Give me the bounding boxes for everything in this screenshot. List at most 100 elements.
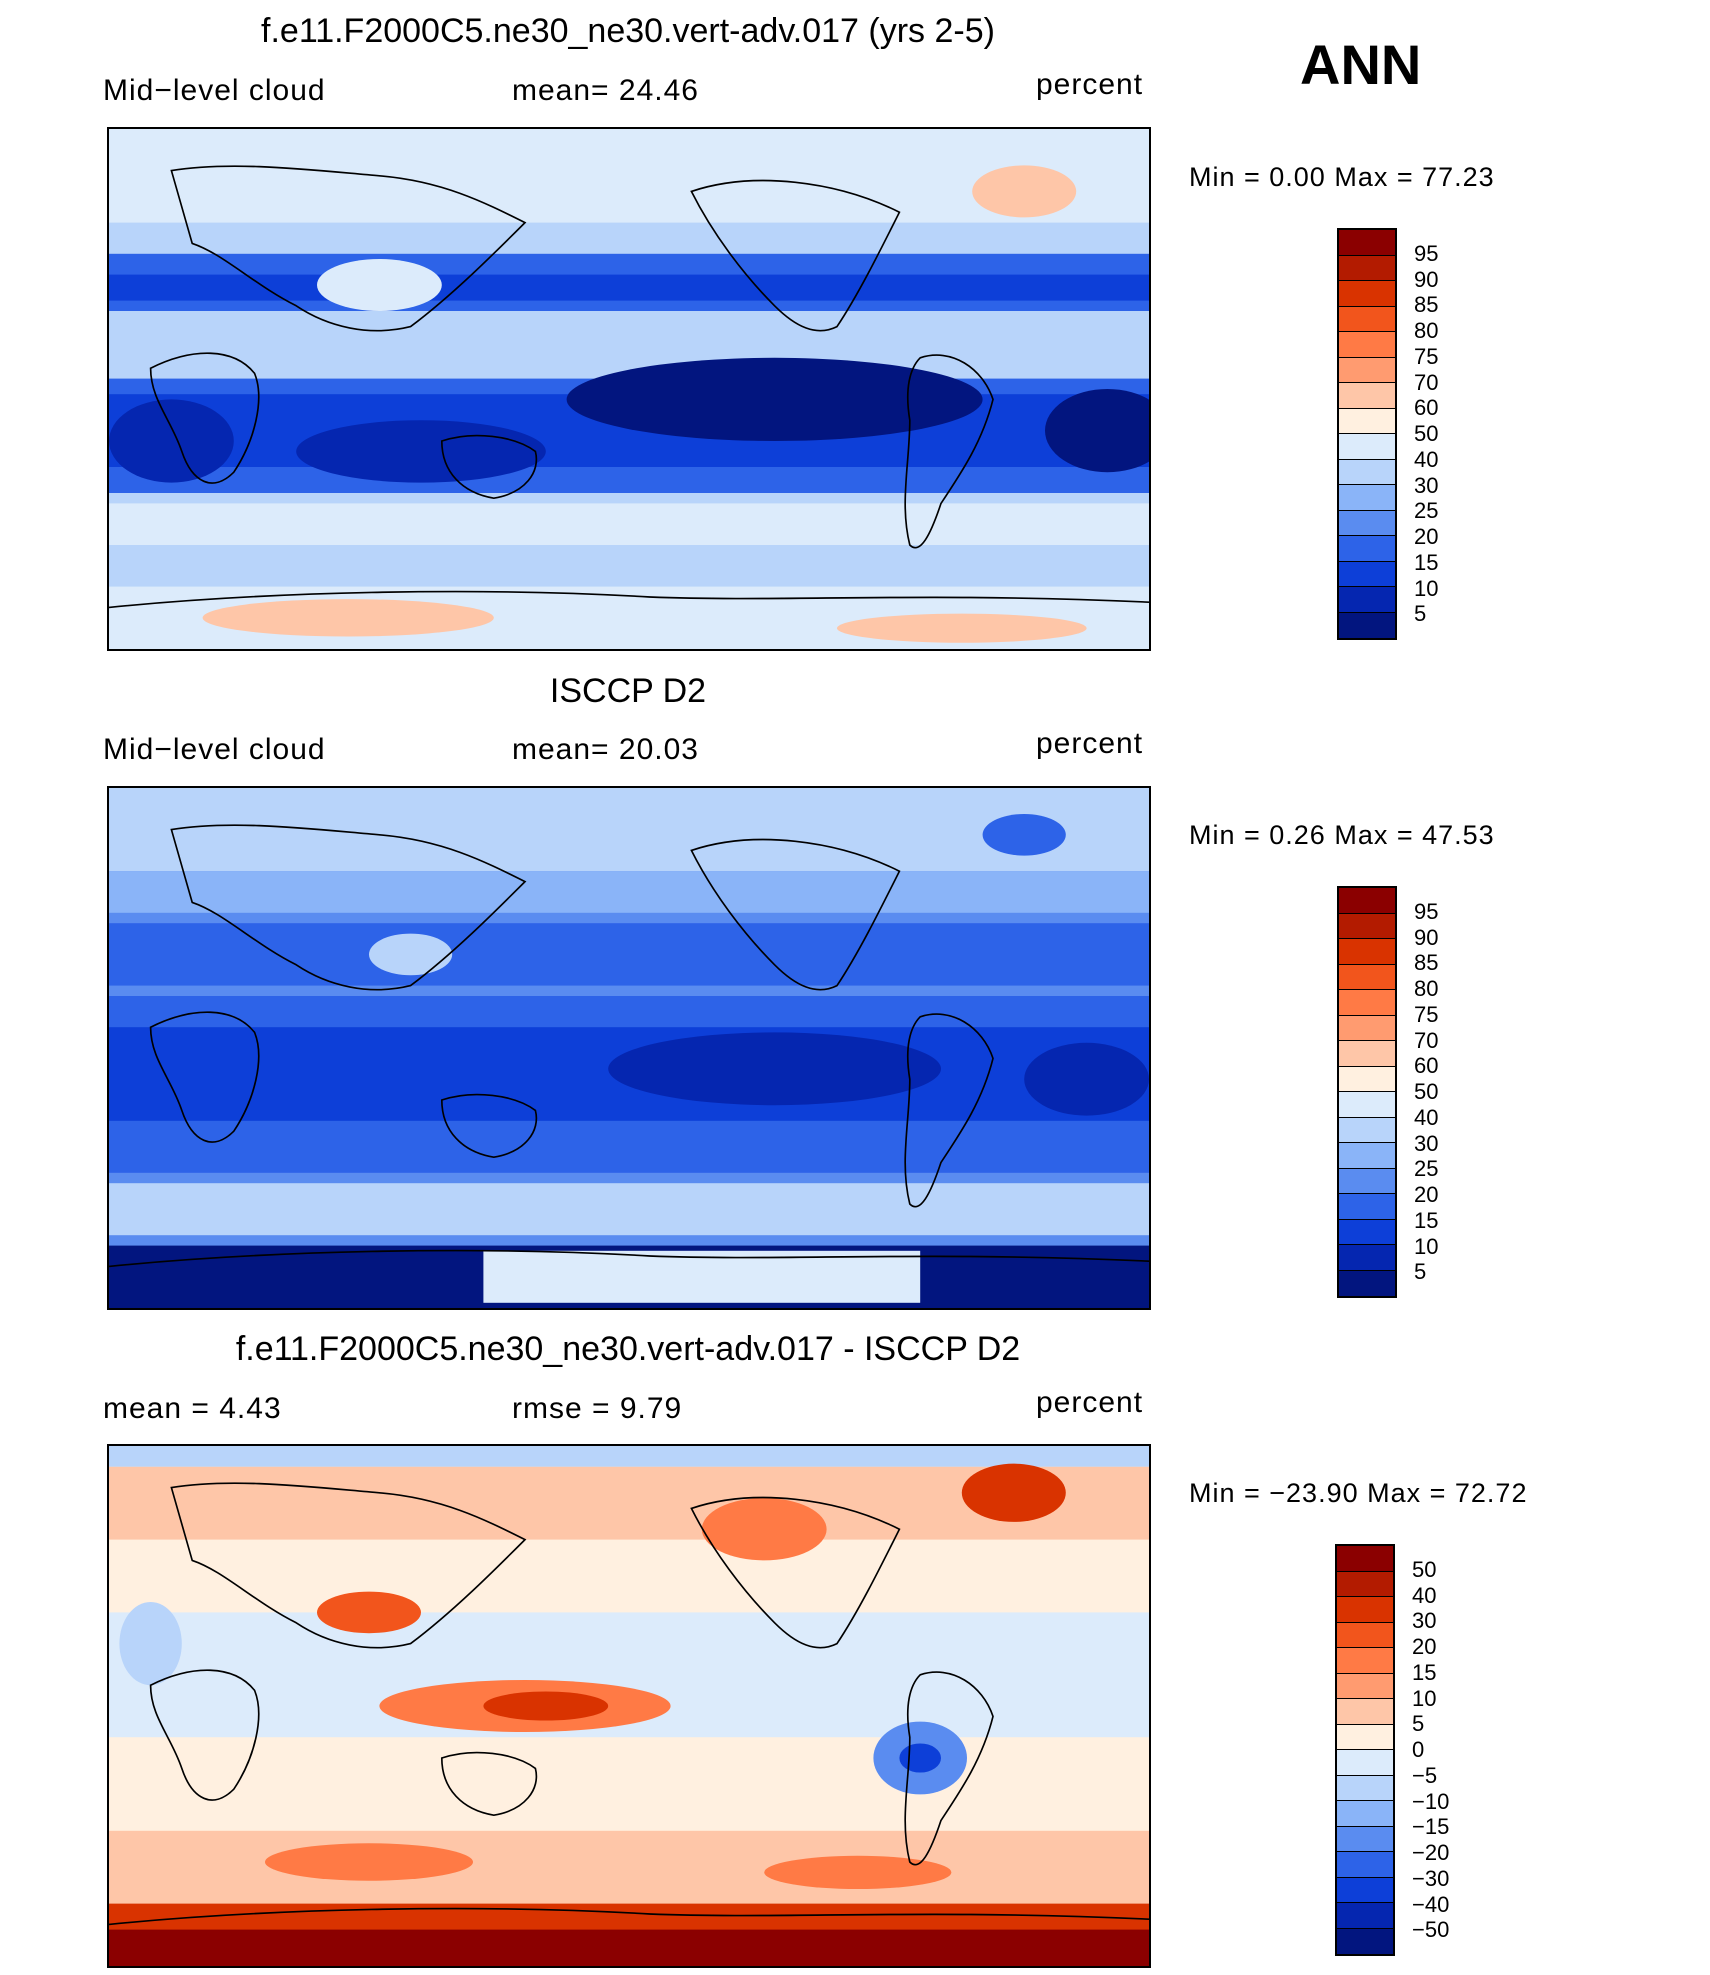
colorbar-swatch [1339, 383, 1395, 409]
panel1-map [107, 127, 1151, 651]
panel1-colorbar [1337, 228, 1397, 640]
colorbar-tick-label: 50 [1412, 1556, 1437, 1582]
colorbar-tick-label: 80 [1414, 976, 1439, 1001]
colorbar-tick-label: 5 [1414, 601, 1427, 627]
colorbar-tick-label: 50 [1414, 421, 1439, 446]
colorbar-swatch [1339, 255, 1395, 281]
colorbar-tick-label: −50 [1412, 1917, 1450, 1943]
colorbar-tick-label: 15 [1414, 549, 1439, 575]
colorbar-tick-label: 20 [1414, 1182, 1439, 1207]
panel3-colorbar [1335, 1544, 1395, 1956]
colorbar-swatch [1337, 1750, 1393, 1776]
colorbar-swatch [1337, 1673, 1393, 1699]
colorbar-swatch [1339, 230, 1395, 256]
colorbar-tick-label: 95 [1414, 240, 1439, 266]
colorbar-tick-label: 75 [1414, 1001, 1439, 1027]
panel3-map [107, 1444, 1151, 1968]
colorbar-tick-label: 60 [1414, 395, 1439, 421]
panel2-colorbar [1337, 886, 1397, 1298]
colorbar-swatch [1339, 459, 1395, 485]
colorbar-tick-label: 25 [1414, 1156, 1439, 1182]
colorbar-swatch [1337, 1775, 1393, 1801]
season-label: ANN [1300, 33, 1422, 96]
colorbar-tick-label: 95 [1414, 898, 1439, 924]
colorbar-tick-label: −20 [1412, 1840, 1450, 1865]
colorbar-tick-label: 60 [1414, 1053, 1439, 1079]
colorbar-swatch [1339, 1015, 1395, 1041]
panel3-title: f.e11.F2000C5.ne30_ne30.vert-adv.017 - I… [235, 1330, 1021, 1368]
colorbar-tick-label: 85 [1414, 950, 1439, 976]
colorbar-tick-label: 40 [1414, 1104, 1439, 1130]
colorbar-tick-label: 70 [1414, 369, 1439, 395]
panel2-minmax: Min = 0.26 Max = 47.53 [1189, 820, 1495, 850]
colorbar-swatch [1337, 1546, 1393, 1572]
colorbar-swatch [1337, 1877, 1393, 1903]
panel2-title: ISCCP D2 [549, 672, 707, 710]
colorbar-swatch [1339, 1219, 1395, 1245]
colorbar-tick-label: 0 [1412, 1737, 1425, 1762]
panel2-map [107, 786, 1151, 1310]
colorbar-swatch [1337, 1622, 1393, 1648]
colorbar-swatch [1339, 561, 1395, 587]
panel1-variable-label: Mid−level cloud [103, 74, 326, 107]
colorbar-tick-label: 70 [1414, 1027, 1439, 1053]
panel1-map-canvas [109, 129, 1149, 649]
colorbar-swatch [1339, 1092, 1395, 1118]
panel1-mean-label: mean= 24.46 [512, 74, 699, 107]
colorbar-swatch [1339, 913, 1395, 939]
colorbar-tick-label: 10 [1412, 1685, 1437, 1711]
colorbar-swatch [1339, 1143, 1395, 1169]
panel3-mean-label: mean = 4.43 [103, 1392, 282, 1425]
colorbar-tick-label: 15 [1414, 1207, 1439, 1233]
colorbar-tick-label: 15 [1412, 1659, 1437, 1685]
colorbar-swatch [1339, 485, 1395, 511]
colorbar-swatch [1339, 306, 1395, 332]
colorbar-tick-label: −10 [1412, 1788, 1450, 1814]
colorbar-tick-label: 50 [1414, 1079, 1439, 1104]
colorbar-swatch [1337, 1928, 1393, 1954]
colorbar-swatch [1337, 1801, 1393, 1827]
colorbar-swatch [1337, 1724, 1393, 1750]
colorbar-swatch [1339, 964, 1395, 990]
colorbar-swatch [1339, 990, 1395, 1016]
colorbar-tick-label: 30 [1414, 1130, 1439, 1156]
colorbar-swatch [1337, 1852, 1393, 1878]
colorbar-tick-label: −30 [1412, 1865, 1450, 1891]
colorbar-swatch [1339, 536, 1395, 562]
panel1-minmax: Min = 0.00 Max = 77.23 [1189, 162, 1495, 192]
colorbar-tick-label: 30 [1414, 472, 1439, 498]
colorbar-tick-label: 5 [1412, 1711, 1425, 1737]
colorbar-swatch [1337, 1597, 1393, 1623]
colorbar-swatch [1339, 408, 1395, 434]
colorbar-tick-label: 30 [1412, 1608, 1437, 1634]
colorbar-tick-label: 80 [1414, 318, 1439, 343]
colorbar-tick-label: 5 [1414, 1259, 1427, 1285]
colorbar-swatch [1337, 1903, 1393, 1929]
panel1-units-label: percent [1036, 68, 1144, 101]
colorbar-swatch [1339, 1041, 1395, 1067]
panel2-mean-label: mean= 20.03 [512, 733, 699, 766]
panel3-rmse-label: rmse = 9.79 [512, 1392, 683, 1425]
colorbar-swatch [1339, 587, 1395, 613]
panel3-map-canvas [109, 1446, 1149, 1966]
colorbar-swatch [1337, 1826, 1393, 1852]
colorbar-tick-label: 20 [1412, 1634, 1437, 1659]
panel2-map-canvas [109, 788, 1149, 1308]
colorbar-tick-label: 75 [1414, 343, 1439, 369]
colorbar-swatch [1339, 1270, 1395, 1296]
colorbar-tick-label: 90 [1414, 266, 1439, 292]
colorbar-swatch [1339, 1245, 1395, 1271]
colorbar-swatch [1337, 1571, 1393, 1597]
colorbar-swatch [1339, 357, 1395, 383]
colorbar-swatch [1339, 612, 1395, 638]
colorbar-tick-label: 10 [1414, 575, 1439, 601]
colorbar-swatch [1339, 510, 1395, 536]
colorbar-tick-label: −15 [1412, 1814, 1450, 1840]
colorbar-swatch [1337, 1648, 1393, 1674]
colorbar-tick-label: 25 [1414, 498, 1439, 524]
colorbar-swatch [1339, 939, 1395, 965]
colorbar-swatch [1339, 1168, 1395, 1194]
colorbar-swatch [1339, 1066, 1395, 1092]
panel1-title: f.e11.F2000C5.ne30_ne30.vert-adv.017 (yr… [261, 12, 995, 50]
colorbar-swatch [1339, 1117, 1395, 1143]
